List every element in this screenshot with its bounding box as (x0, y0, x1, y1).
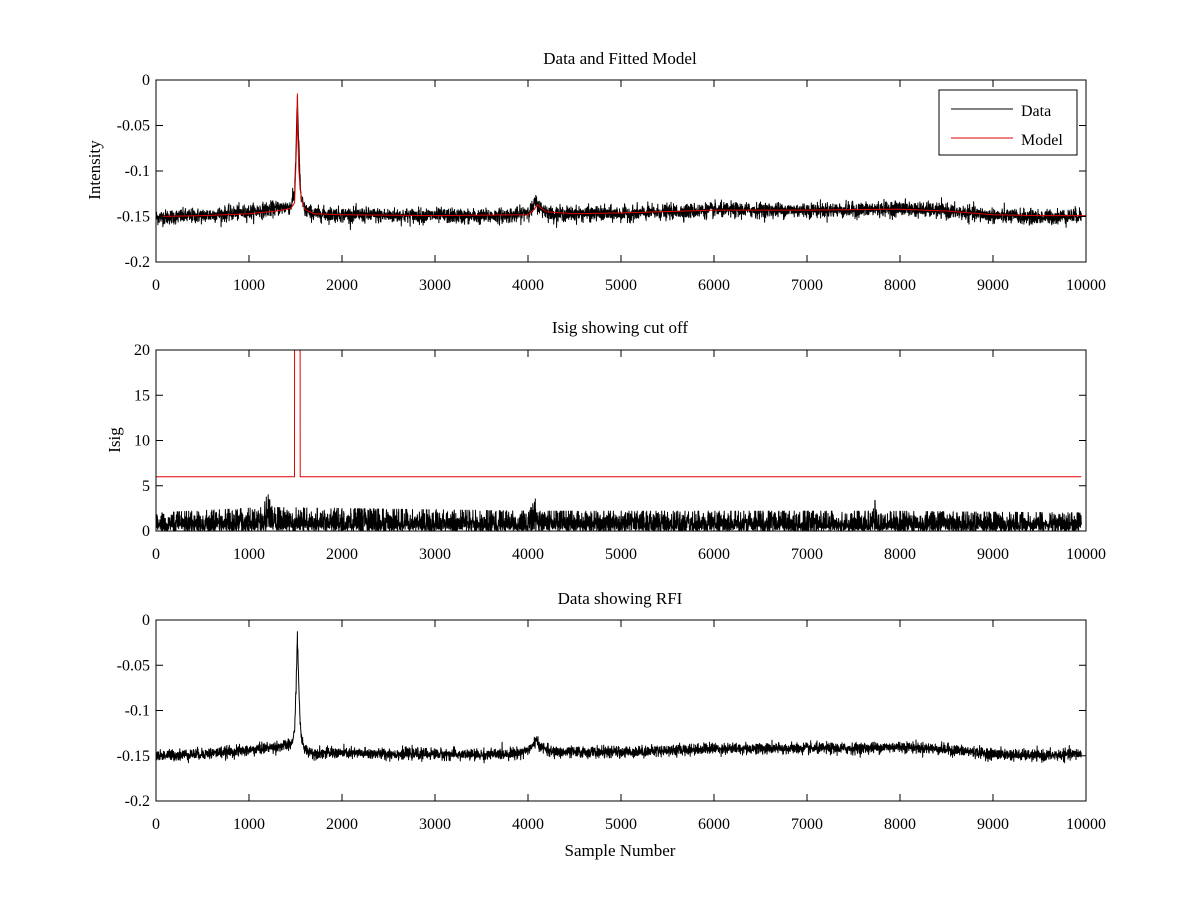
x-tick-label: 4000 (512, 546, 544, 563)
subplot-3-xlabel: Sample Number (565, 841, 676, 860)
plot-area-3 (156, 631, 1082, 764)
y-tick-label: -0.15 (117, 748, 150, 765)
subplot-2-ylabel: Isig (105, 427, 124, 453)
legend-data-label: Data (1021, 103, 1051, 120)
y-tick-label: -0.2 (125, 793, 150, 810)
y-tick-label: -0.05 (117, 657, 150, 674)
x-tick-label: 0 (152, 546, 160, 563)
subplot-1-title: Data and Fitted Model (543, 49, 697, 68)
subplot-3-axes: 0 1000 2000 3000 4000 5000 6000 7000 8000 9000 100… (117, 612, 1106, 833)
subplot-2-title: Isig showing cut off (552, 318, 688, 337)
y-tick-label: -0.15 (117, 209, 150, 226)
x-tick-label: 0 (152, 816, 160, 833)
series-isig-line (156, 494, 1082, 531)
x-tick-label: 5000 (605, 277, 637, 294)
x-tick-label: 5000 (605, 546, 637, 563)
x-tick-label: 1000 (233, 546, 265, 563)
y-tick-label: 20 (134, 342, 150, 359)
x-tick-label: 7000 (791, 546, 823, 563)
y-tick-label: 0 (142, 72, 150, 89)
x-tick-label: 8000 (884, 277, 916, 294)
series-model-line (156, 93, 1086, 217)
x-tick-label: 10000 (1066, 816, 1106, 833)
x-tick-label: 10000 (1066, 277, 1106, 294)
y-tick-label: -0.1 (125, 703, 150, 720)
x-tick-label: 9000 (977, 546, 1009, 563)
plot-area-1 (156, 93, 1086, 230)
x-tick-label: 7000 (791, 816, 823, 833)
subplot-data-showing-rfi: Data showing RFI Sample Number 0 1000 2000… (117, 589, 1106, 860)
x-tick-label: 1000 (233, 816, 265, 833)
y-tick-label: 0 (142, 523, 150, 540)
x-tick-label: 9000 (977, 816, 1009, 833)
y-tick-label: -0.2 (125, 254, 150, 271)
x-tick-label: 2000 (326, 277, 358, 294)
subplot-3-title: Data showing RFI (558, 589, 683, 608)
legend-box (938, 89, 1078, 156)
x-tick-label: 7000 (791, 277, 823, 294)
series-cut-off-line (156, 350, 1082, 478)
y-tick-label: 0 (142, 612, 150, 629)
series-data-line (156, 631, 1082, 764)
subplot-1-axes: 0 1000 2000 3000 4000 5000 6000 7000 8000 9000 100… (117, 72, 1106, 294)
x-tick-label: 9000 (977, 277, 1009, 294)
y-tick-label: -0.1 (125, 163, 150, 180)
x-tick-label: 10000 (1066, 546, 1106, 563)
subplot-data-and-fitted-model: Data and Fitted Model Intensity 0 1000 200… (85, 49, 1106, 294)
plot-area-2 (156, 350, 1082, 531)
x-tick-label: 2000 (326, 816, 358, 833)
x-tick-label: 1000 (233, 277, 265, 294)
legend-model-label: Model (1021, 132, 1063, 149)
x-tick-label: 3000 (419, 546, 451, 563)
x-tick-label: 3000 (419, 816, 451, 833)
legend: Data Model (938, 89, 1078, 156)
x-tick-label: 4000 (512, 277, 544, 294)
y-tick-label: 5 (142, 478, 150, 495)
x-tick-label: 4000 (512, 816, 544, 833)
y-tick-label: 15 (134, 387, 150, 404)
y-tick-label: 10 (134, 433, 150, 450)
y-tick-label: -0.05 (117, 118, 150, 135)
x-tick-label: 6000 (698, 546, 730, 563)
x-tick-label: 2000 (326, 546, 358, 563)
subplot-isig-showing-cut-off: Isig showing cut off Isig 0 1000 2000 3000 4… (105, 318, 1106, 563)
x-tick-label: 0 (152, 277, 160, 294)
subplot-2-axes: 0 1000 2000 3000 4000 5000 6000 7000 8000 9000 100… (134, 342, 1106, 563)
x-tick-label: 6000 (698, 816, 730, 833)
x-tick-label: 8000 (884, 816, 916, 833)
x-tick-label: 6000 (698, 277, 730, 294)
subplot-1-ylabel: Intensity (85, 140, 104, 200)
x-tick-label: 5000 (605, 816, 637, 833)
x-tick-label: 8000 (884, 546, 916, 563)
x-tick-label: 3000 (419, 277, 451, 294)
